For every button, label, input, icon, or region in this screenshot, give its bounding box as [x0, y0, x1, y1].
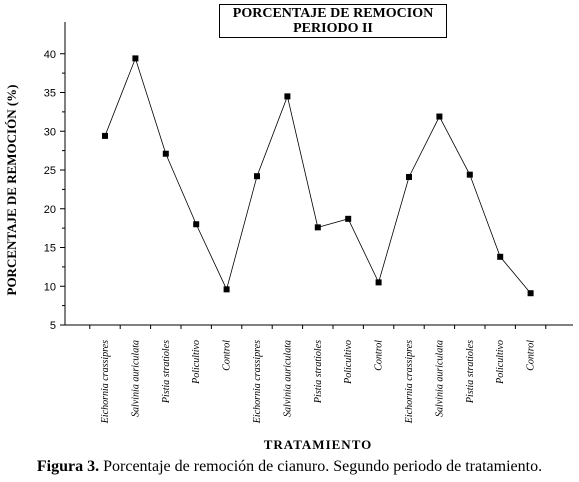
data-point-marker	[314, 224, 321, 231]
category-label: Policultivo	[495, 340, 506, 385]
series-line	[104, 57, 531, 294]
data-point-marker	[375, 279, 382, 286]
x-axis-title: TRATAMIENTO	[264, 437, 373, 452]
category-label: Salvinia auriculata	[282, 340, 293, 417]
y-tick-label: 25	[44, 165, 56, 177]
caption-label: Figura 3.	[36, 458, 100, 475]
axes	[64, 22, 573, 326]
category-label: Policultivo	[191, 340, 202, 385]
data-point-marker	[162, 150, 169, 157]
chart-title-line-1: PORCENTAJE DE REMOCION	[232, 6, 434, 21]
category-label: Control	[222, 340, 233, 371]
series-markers	[102, 55, 534, 297]
y-tick-label: 15	[44, 243, 56, 255]
figure-caption: Figura 3. Porcentaje de remoción de cian…	[0, 458, 579, 476]
category-label: Salvinia auriculata	[130, 340, 141, 417]
data-point-marker	[102, 132, 108, 139]
category-label: Policultivo	[343, 340, 354, 385]
category-label: Control	[374, 340, 385, 371]
data-point-marker	[132, 55, 139, 62]
chart-title-box: PORCENTAJE DE REMOCION PERIODO II	[219, 4, 447, 38]
y-axis-title: PORCENTAJE DE REMOCIÓN (%)	[4, 84, 19, 295]
data-point-marker	[254, 173, 260, 180]
data-point-marker	[527, 290, 534, 297]
category-label: Eichornia crassipres	[252, 340, 263, 424]
category-label: Pistia stratioles	[465, 340, 476, 404]
y-tick-label: 20	[44, 204, 56, 216]
data-point-marker	[223, 286, 230, 293]
category-label: Pistia stratioles	[161, 340, 172, 404]
category-label: Eichornia crassipres	[404, 340, 415, 424]
y-tick-label: 30	[44, 126, 56, 138]
data-point-marker	[436, 113, 443, 120]
y-tick-label: 35	[44, 88, 56, 100]
x-ticks	[89, 325, 547, 329]
category-label: Control	[526, 340, 537, 371]
y-ticks: 5 10 15 20 25 30 35 40	[44, 49, 65, 332]
data-point-marker	[466, 171, 473, 178]
data-point-marker	[345, 215, 352, 222]
data-point-marker	[406, 173, 412, 180]
category-labels: Eichornia crassipres Salvinia auriculata P…	[100, 340, 537, 424]
category-label: Salvinia auriculata	[434, 340, 445, 417]
y-tick-label: 40	[44, 49, 56, 61]
category-label: Pistia stratioles	[313, 340, 324, 404]
series-polyline	[104, 57, 531, 294]
chart-title-line-2: PERIODO II	[293, 21, 373, 36]
y-tick-label: 10	[44, 281, 56, 293]
y-tick-label: 5	[50, 320, 56, 332]
data-point-marker	[284, 93, 291, 100]
data-point-marker	[497, 253, 504, 260]
data-point-marker	[193, 221, 200, 228]
category-label: Eichornia crassipres	[100, 340, 111, 424]
caption-text: Porcentaje de remoción de cianuro. Segun…	[99, 458, 543, 475]
